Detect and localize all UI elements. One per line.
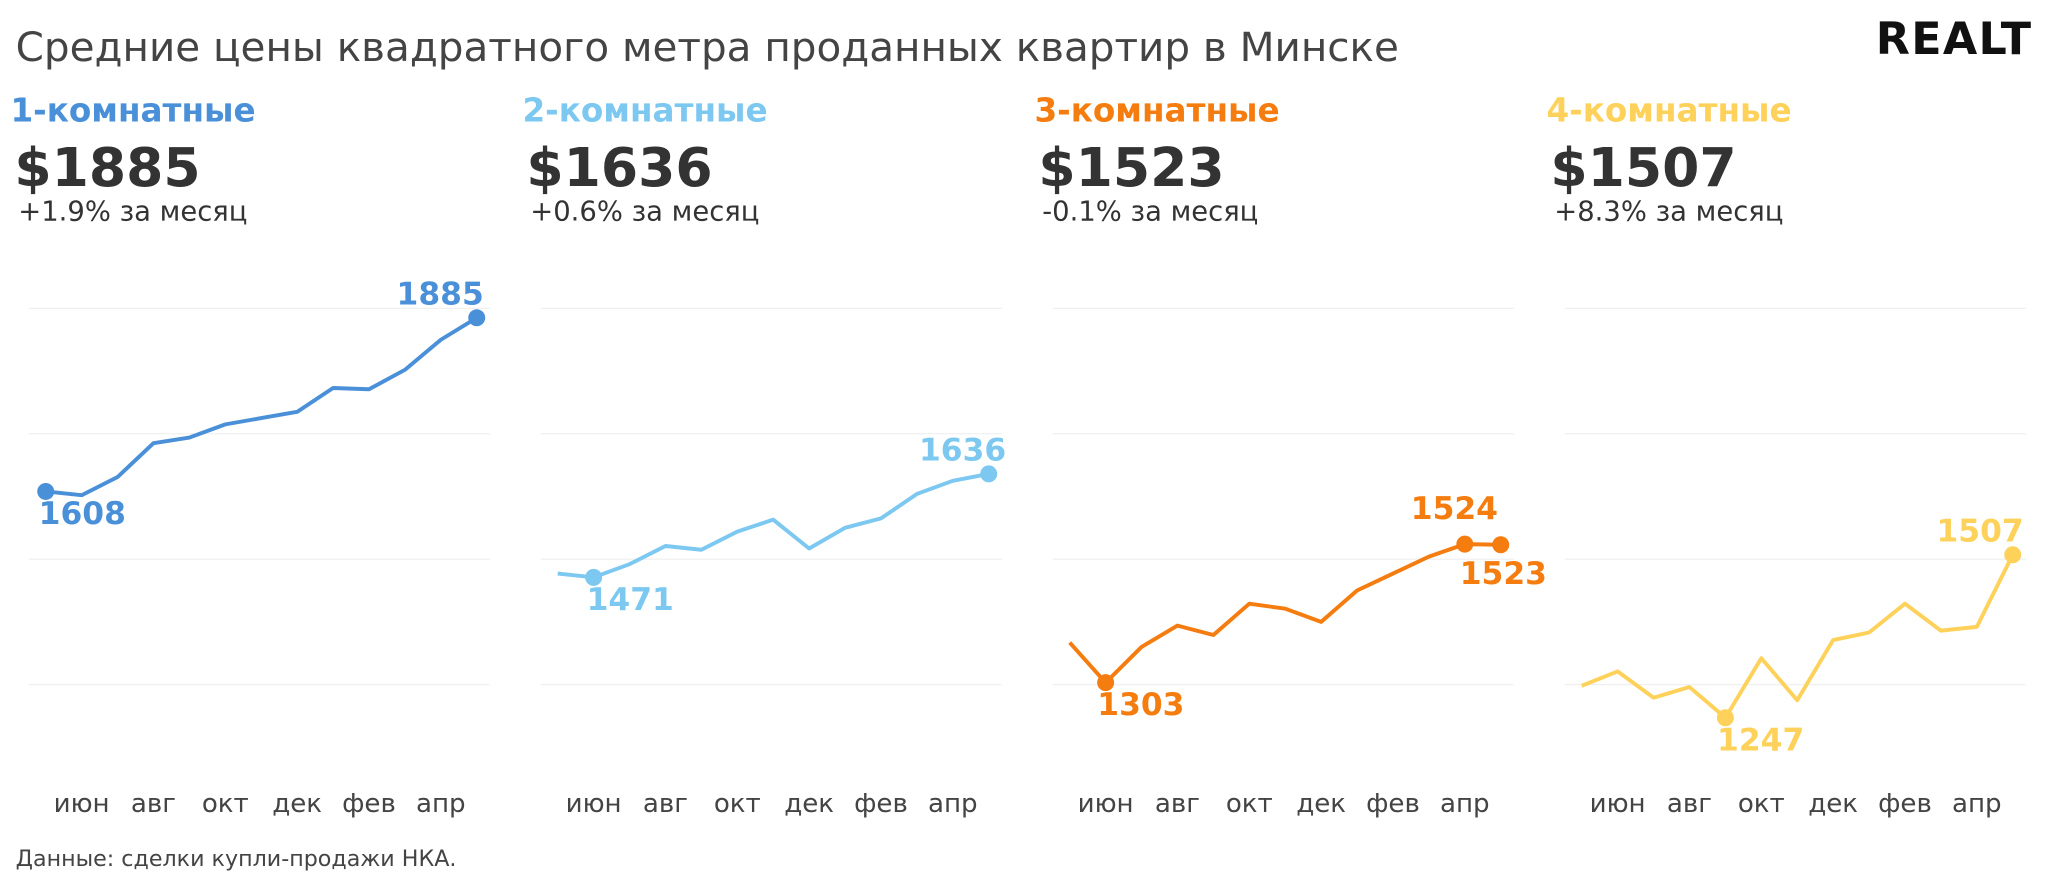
data-line bbox=[45, 316, 478, 498]
data-label: 1507 bbox=[1936, 514, 2023, 550]
data-point bbox=[468, 309, 486, 327]
data-line bbox=[1580, 553, 2015, 720]
data-label: 1471 bbox=[587, 582, 674, 618]
panel-title: 4-комнатные bbox=[1546, 91, 1791, 129]
data-label: 1885 bbox=[397, 277, 484, 313]
x-tick-label: авг bbox=[1667, 789, 1712, 819]
logo: REALT bbox=[1876, 14, 2033, 65]
data-point bbox=[2004, 546, 2022, 564]
data-point bbox=[980, 465, 998, 483]
x-tick-label: окт bbox=[714, 789, 761, 819]
x-tick-label: дек bbox=[272, 789, 322, 819]
headline-value: $1507 bbox=[1550, 136, 1736, 199]
x-tick-label: авг bbox=[643, 789, 688, 819]
x-tick-label: дек bbox=[1296, 789, 1346, 819]
x-tick-label: фев bbox=[342, 789, 396, 819]
change-text: +1.9% за месяц bbox=[18, 197, 247, 228]
headline-value: $1636 bbox=[526, 136, 712, 199]
page-title: Средние цены квадратного метра проданных… bbox=[16, 23, 1399, 71]
x-tick-label: фев bbox=[1366, 789, 1420, 819]
x-tick-label: апр bbox=[928, 789, 978, 819]
data-label: 1523 bbox=[1460, 556, 1547, 592]
data-point bbox=[1492, 536, 1510, 554]
x-tick-label: авг bbox=[131, 789, 176, 819]
data-label: 1608 bbox=[39, 496, 126, 532]
headline-value: $1523 bbox=[1038, 136, 1224, 199]
x-tick-label: окт bbox=[202, 789, 249, 819]
x-tick-label: июн bbox=[54, 789, 110, 819]
change-text: +0.6% за месяц bbox=[530, 197, 759, 228]
data-label: 1636 bbox=[919, 433, 1006, 469]
panel-title: 3-комнатные bbox=[1034, 91, 1279, 129]
x-tick-label: фев bbox=[1878, 789, 1932, 819]
x-tick-label: дек bbox=[784, 789, 834, 819]
x-tick-label: фев bbox=[854, 789, 908, 819]
data-point bbox=[1716, 709, 1734, 727]
data-point bbox=[585, 568, 603, 586]
x-tick-label: апр bbox=[1440, 789, 1490, 819]
headline-value: $1885 bbox=[14, 136, 200, 199]
x-tick-label: июн bbox=[1590, 789, 1646, 819]
data-line bbox=[557, 471, 990, 580]
x-tick-label: апр bbox=[416, 789, 466, 819]
panel-title: 2-комнатные bbox=[522, 91, 767, 129]
x-tick-label: июн bbox=[1078, 789, 1134, 819]
x-tick-label: окт bbox=[1738, 789, 1785, 819]
x-tick-label: окт bbox=[1226, 789, 1273, 819]
data-line bbox=[1068, 542, 1501, 685]
x-tick-label: апр bbox=[1952, 789, 2002, 819]
change-text: -0.1% за месяц bbox=[1042, 197, 1258, 228]
change-text: +8.3% за месяц bbox=[1554, 197, 1783, 228]
panel-title: 1-комнатные bbox=[10, 91, 255, 129]
data-label: 1303 bbox=[1097, 687, 1184, 723]
x-tick-label: июн bbox=[566, 789, 622, 819]
x-tick-label: авг bbox=[1155, 789, 1200, 819]
x-tick-label: дек bbox=[1808, 789, 1858, 819]
data-label: 1247 bbox=[1717, 722, 1804, 758]
data-point bbox=[1456, 535, 1474, 553]
data-point bbox=[37, 482, 55, 500]
source-note: Данные: сделки купли-продажи НКА. bbox=[16, 846, 457, 872]
data-label: 1524 bbox=[1411, 491, 1498, 527]
data-point bbox=[1097, 674, 1115, 692]
